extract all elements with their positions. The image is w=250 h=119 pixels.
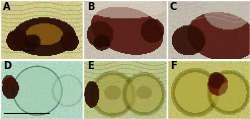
Text: C: C <box>170 2 177 12</box>
Text: E: E <box>87 61 93 71</box>
Text: D: D <box>3 61 11 71</box>
Text: B: B <box>87 2 94 12</box>
Text: F: F <box>170 61 176 71</box>
Text: A: A <box>3 2 11 12</box>
